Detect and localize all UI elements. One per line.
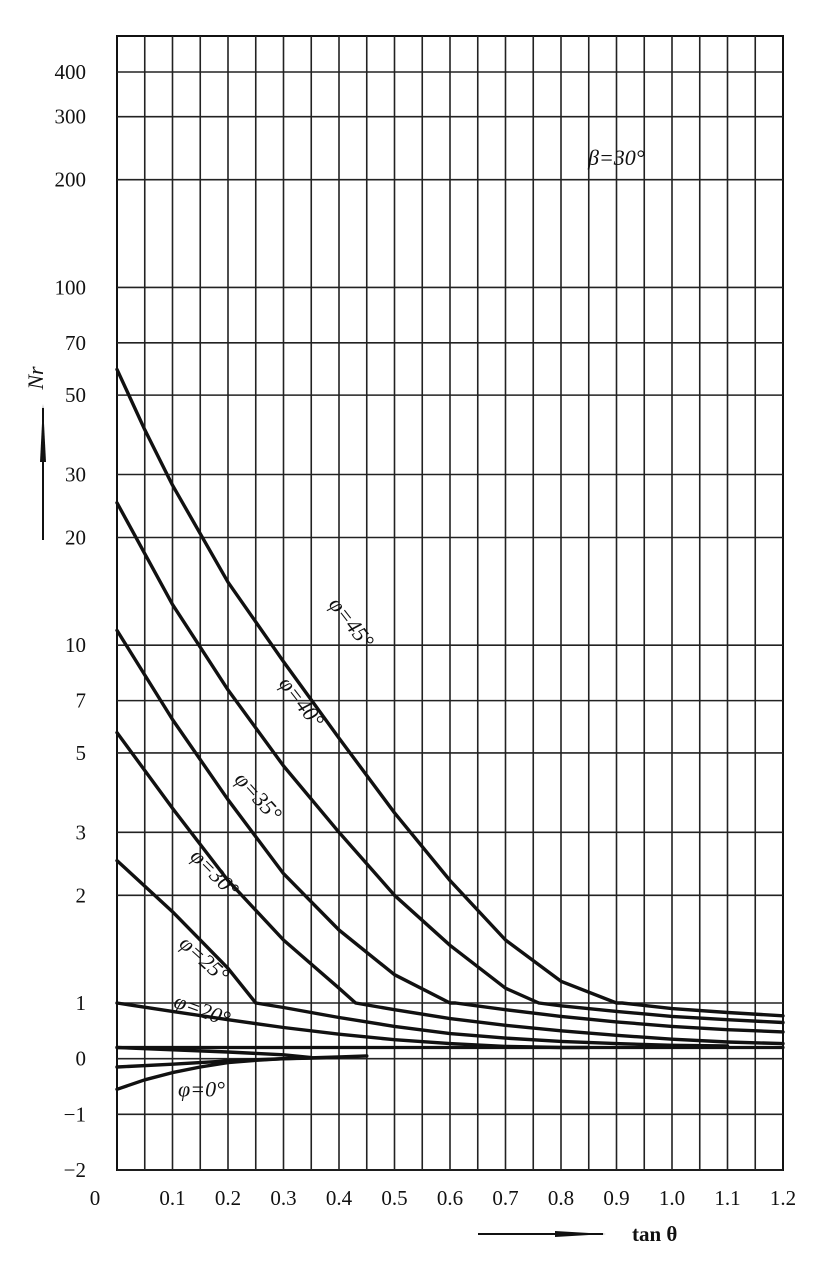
series-line	[115, 501, 785, 1025]
curve-label: φ=25°	[175, 930, 235, 987]
series-line	[115, 367, 785, 1018]
x-tick-label: 0.7	[492, 1186, 518, 1210]
x-tick-label: 0.2	[215, 1186, 241, 1210]
x-axis-arrowhead	[555, 1231, 606, 1237]
x-axis-label: tan θ	[632, 1222, 677, 1246]
y-tick-label: 20	[65, 526, 86, 550]
x-tick-label: 0.4	[326, 1186, 353, 1210]
y-tick-label: 10	[65, 633, 86, 657]
series-line	[115, 858, 730, 1048]
x-tick-labels: 0 0.1 0.2 0.3 0.4 0.5 0.6 0.7 0.8 0.9 1.0 1.1 1.2	[90, 1186, 796, 1210]
y-tick-label: 200	[55, 168, 87, 192]
y-tick-label: 2	[76, 883, 87, 907]
series-line	[115, 628, 785, 1034]
x-tick-label: 0	[90, 1186, 101, 1210]
curve-label: φ=45°	[324, 592, 379, 653]
y-tick-label: 5	[76, 741, 87, 765]
series-line	[115, 1055, 341, 1092]
x-tick-label: 0.6	[437, 1186, 463, 1210]
y-tick-label: 7	[76, 689, 87, 713]
x-tick-label: 0.9	[603, 1186, 629, 1210]
curve-label: φ=0°	[178, 1077, 225, 1102]
y-tick-label: 3	[76, 820, 87, 844]
x-tick-label: 0.1	[159, 1186, 185, 1210]
x-tick-label: 0.3	[270, 1186, 296, 1210]
y-tick-label: 0	[76, 1047, 87, 1071]
y-tick-label: 1	[76, 991, 87, 1015]
x-tick-label: 1.1	[714, 1186, 740, 1210]
y-tick-label: −2	[64, 1158, 86, 1182]
data-curves	[115, 367, 785, 1092]
y-axis-arrowhead	[40, 404, 46, 462]
x-tick-label: 1.2	[770, 1186, 796, 1210]
beta-annotation: β=30°	[587, 145, 645, 170]
y-tick-label: 30	[65, 462, 86, 486]
curve-label: φ=20°	[171, 988, 234, 1031]
x-axis-label-group: tan θ	[478, 1222, 677, 1246]
x-tick-label: 0.5	[381, 1186, 407, 1210]
y-tick-label: 50	[65, 383, 86, 407]
y-tick-label: 100	[55, 275, 87, 299]
series-line	[115, 730, 785, 1046]
y-axis-label-group: Nr	[23, 366, 48, 540]
x-tick-label: 0.8	[548, 1186, 574, 1210]
grid	[116, 35, 784, 1171]
curve-label: φ=30°	[186, 843, 245, 902]
curve-label: φ=40°	[274, 672, 329, 733]
y-tick-label: −1	[64, 1102, 86, 1126]
x-tick-label: 1.0	[659, 1186, 685, 1210]
curve-label: φ=35°	[230, 767, 287, 827]
y-tick-label: 300	[55, 105, 87, 129]
y-tick-label: 400	[55, 60, 87, 84]
y-tick-label: 70	[65, 331, 86, 355]
y-axis-label: Nr	[23, 366, 48, 391]
